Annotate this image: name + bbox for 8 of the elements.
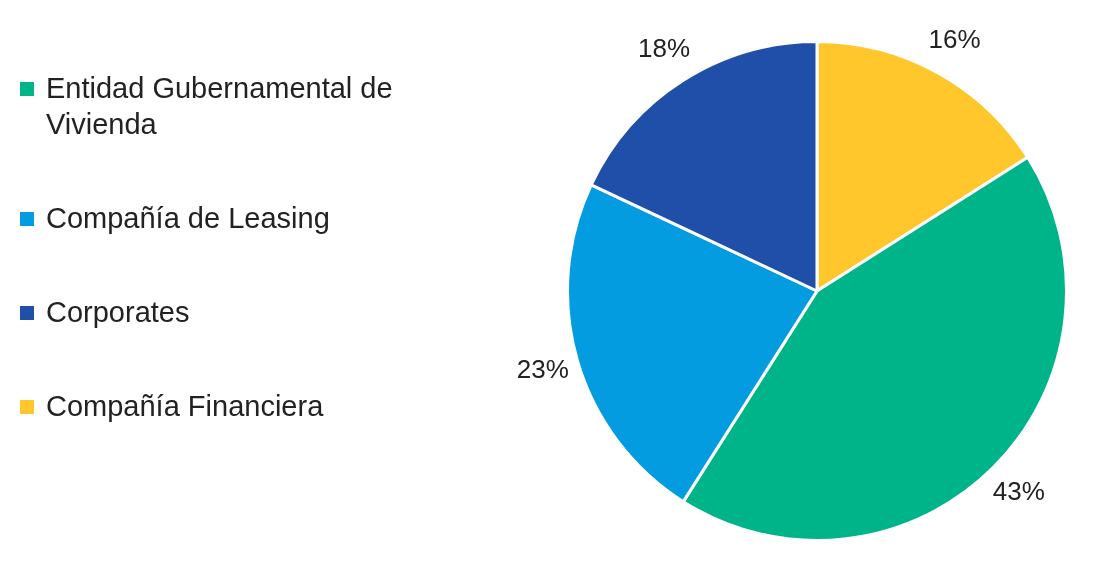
data-label: 43% — [992, 476, 1045, 507]
data-label: 16% — [928, 23, 981, 54]
legend-label: Compañía de Leasing — [46, 201, 330, 236]
data-label: 18% — [638, 33, 691, 64]
legend-label: Compañía Financiera — [46, 389, 324, 424]
legend-label: Corporates — [46, 295, 190, 330]
legend-label: Entidad Gubernamental de Vivienda — [46, 71, 394, 142]
data-label: 23% — [516, 353, 569, 384]
